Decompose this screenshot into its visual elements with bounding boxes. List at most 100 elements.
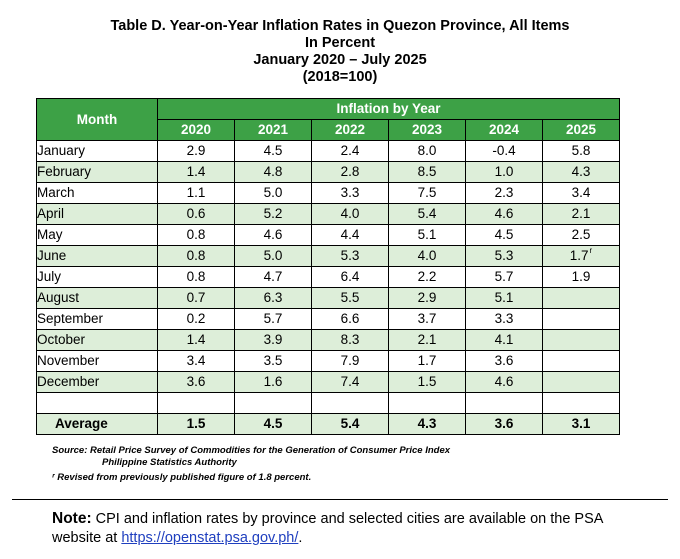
value-cell: 3.6 xyxy=(157,371,235,393)
average-value: 1.5 xyxy=(157,413,235,435)
table-row: January 2.9 4.5 2.4 8.0 -0.4 5.8 xyxy=(36,140,620,162)
value-cell: 3.7 xyxy=(388,308,466,330)
value-text: 5.7 xyxy=(494,269,514,284)
value-cell: 5.3 xyxy=(465,245,543,267)
table-row: September 0.2 5.7 6.6 3.7 3.3 xyxy=(36,308,620,330)
value-cell: 7.9 xyxy=(311,350,389,372)
value-text: 5.7 xyxy=(263,311,283,326)
value-text: 4.7 xyxy=(263,269,283,284)
value-text: 8.0 xyxy=(417,143,437,158)
value-cell: 1.1 xyxy=(157,182,235,204)
table-row: June 0.8 5.0 5.3 4.0 5.3 1.7r xyxy=(36,245,620,267)
value-cell: 2.1 xyxy=(388,329,466,351)
table-body: January 2.9 4.5 2.4 8.0 -0.4 5.8 February 1.4 4.8… xyxy=(36,140,620,435)
table-row: August 0.7 6.3 5.5 2.9 5.1 xyxy=(36,287,620,309)
value-cell: 1.0 xyxy=(465,161,543,183)
table-row: December 3.6 1.6 7.4 1.5 4.6 xyxy=(36,371,620,393)
month-cell: February xyxy=(36,161,158,183)
month-cell: August xyxy=(36,287,158,309)
value-cell: 4.5 xyxy=(234,140,312,162)
value-text: 2.1 xyxy=(571,206,591,221)
value-cell: 1.7 xyxy=(388,350,466,372)
average-label: Average xyxy=(36,413,158,435)
value-text: 2.8 xyxy=(340,164,360,179)
value-cell xyxy=(542,308,620,330)
value-cell: 5.5 xyxy=(311,287,389,309)
value-cell: 5.4 xyxy=(388,203,466,225)
value-cell: 5.1 xyxy=(388,224,466,246)
value-text: 0.8 xyxy=(186,248,206,263)
value-cell: 1.4 xyxy=(157,329,235,351)
value-text: 2.3 xyxy=(494,185,514,200)
table-row: October 1.4 3.9 8.3 2.1 4.1 xyxy=(36,329,620,351)
value-cell: 0.8 xyxy=(157,245,235,267)
value-text: 1.7 xyxy=(417,353,437,368)
value-text: 2.2 xyxy=(417,269,437,284)
blank-cell xyxy=(311,392,389,414)
value-text: 3.3 xyxy=(340,185,360,200)
month-cell: April xyxy=(36,203,158,225)
value-text: 5.1 xyxy=(417,227,437,242)
value-text: 1.1 xyxy=(186,185,206,200)
value-text: 0.7 xyxy=(186,290,206,305)
source-agency: Philippine Statistics Authority xyxy=(102,457,237,468)
value-cell: 3.5 xyxy=(234,350,312,372)
value-text: 6.6 xyxy=(340,311,360,326)
openstat-link[interactable]: https://openstat.psa.gov.ph/ xyxy=(121,530,299,546)
value-cell: 7.5 xyxy=(388,182,466,204)
value-text: 7.9 xyxy=(340,353,360,368)
value-cell: 4.1 xyxy=(465,329,543,351)
average-value: 3.1 xyxy=(542,413,620,435)
value-cell: 3.4 xyxy=(542,182,620,204)
value-cell: 4.8 xyxy=(234,161,312,183)
value-cell: 6.3 xyxy=(234,287,312,309)
value-cell: 3.9 xyxy=(234,329,312,351)
value-text: 1.7 xyxy=(569,248,589,263)
value-cell: 4.6 xyxy=(465,203,543,225)
value-text: 3.9 xyxy=(263,332,283,347)
value-text: 4.6 xyxy=(263,227,283,242)
value-cell: 1.9 xyxy=(542,266,620,288)
inflation-by-year-header: Inflation by Year xyxy=(157,98,620,120)
value-text: 5.3 xyxy=(340,248,360,263)
table-subtitle-unit: In Percent xyxy=(304,35,376,51)
value-cell: 2.4 xyxy=(311,140,389,162)
value-text: 5.0 xyxy=(263,248,283,263)
blank-cell xyxy=(388,392,466,414)
value-text: -0.4 xyxy=(492,143,516,158)
value-text: 6.4 xyxy=(340,269,360,284)
value-text: 4.5 xyxy=(494,227,514,242)
value-text: 1.4 xyxy=(186,332,206,347)
value-text: 5.8 xyxy=(571,143,591,158)
value-cell: 0.8 xyxy=(157,224,235,246)
note-paragraph: Note: CPI and inflation rates by provinc… xyxy=(52,509,652,548)
value-cell: 8.3 xyxy=(311,329,389,351)
value-cell: 1.4 xyxy=(157,161,235,183)
table-row: May 0.8 4.6 4.4 5.1 4.5 2.5 xyxy=(36,224,620,246)
value-cell: -0.4 xyxy=(465,140,543,162)
value-text: 1.6 xyxy=(263,374,283,389)
value-text: 8.5 xyxy=(417,164,437,179)
value-cell: 5.3 xyxy=(311,245,389,267)
value-text: 3.3 xyxy=(494,311,514,326)
table-title: Table D. Year-on-Year Inflation Rates in… xyxy=(110,18,570,34)
average-value: 4.5 xyxy=(234,413,312,435)
value-cell: 4.7 xyxy=(234,266,312,288)
month-cell: October xyxy=(36,329,158,351)
note-trailing: . xyxy=(298,530,303,546)
value-text: 5.3 xyxy=(494,248,514,263)
value-cell: 1.6 xyxy=(234,371,312,393)
note-text: CPI and inflation rates by province and … xyxy=(52,511,603,546)
value-text: 4.5 xyxy=(263,143,283,158)
value-text: 4.4 xyxy=(340,227,360,242)
value-text: 3.6 xyxy=(494,353,514,368)
value-cell: 6.4 xyxy=(311,266,389,288)
blank-cell xyxy=(157,392,235,414)
value-text: 5.1 xyxy=(494,290,514,305)
value-text: 3.6 xyxy=(186,374,206,389)
value-cell: 3.3 xyxy=(311,182,389,204)
value-cell: 7.4 xyxy=(311,371,389,393)
value-cell: 0.7 xyxy=(157,287,235,309)
value-cell: 2.1 xyxy=(542,203,620,225)
value-cell: 5.7 xyxy=(465,266,543,288)
